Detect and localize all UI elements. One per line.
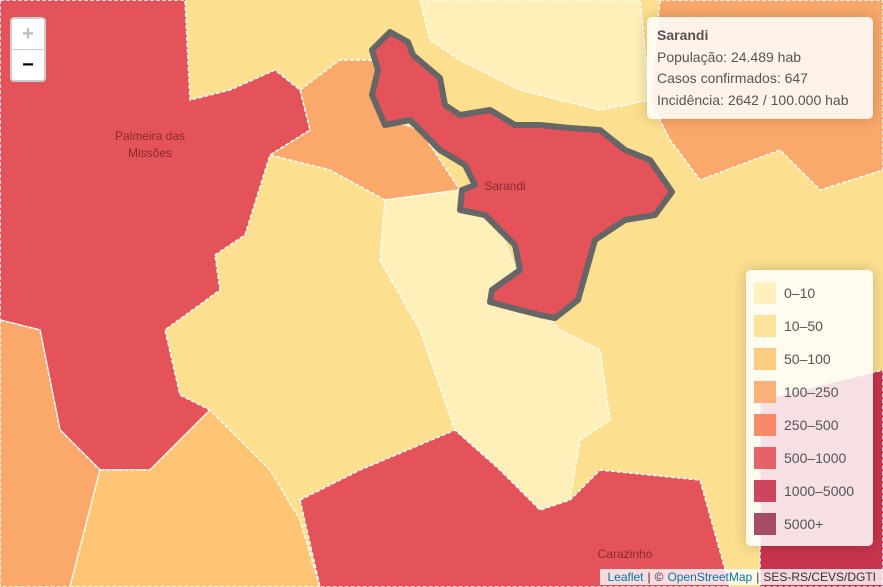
place-label: Palmeira das — [115, 129, 185, 143]
place-label: Missões — [128, 146, 172, 160]
info-title: Sarandi — [657, 27, 709, 43]
legend-label: 100–250 — [784, 383, 839, 400]
place-label: Carazinho — [598, 547, 653, 561]
info-line: Casos confirmados: 647 — [657, 70, 808, 86]
legend-item: 1000–5000 — [754, 474, 865, 507]
region[interactable] — [69, 408, 321, 587]
legend-label: 10–50 — [784, 317, 823, 334]
legend-item: 0–10 — [754, 276, 865, 309]
source: SES-RS/CEVS/DGTI — [763, 570, 876, 584]
place-label: Sarandi — [484, 179, 525, 193]
zoom-control: + − — [10, 17, 46, 82]
link[interactable]: Leaflet — [607, 570, 644, 584]
legend-swatch — [754, 347, 776, 370]
legend-item: 500–1000 — [754, 441, 865, 474]
legend-item: 5000+ — [754, 507, 865, 540]
link[interactable]: OpenStreetMap — [667, 570, 753, 584]
info-box: Sarandi População: 24.489 hab Casos conf… — [647, 17, 873, 119]
legend-label: 500–1000 — [784, 449, 847, 466]
zoom-in[interactable]: + — [12, 19, 44, 50]
legend-label: 1000–5000 — [784, 482, 855, 499]
legend-item: 100–250 — [754, 375, 865, 408]
info-line: Incidência: 2642 / 100.000 hab — [657, 91, 849, 108]
legend-swatch — [754, 314, 776, 337]
region[interactable] — [0, 0, 311, 471]
legend-label: 0–10 — [784, 284, 816, 301]
legend-swatch — [754, 380, 776, 403]
legend-swatch — [754, 512, 776, 535]
copyright: © — [654, 570, 664, 584]
attribution: Leaflet | © OpenStreetMap | SES-RS/CEVS/DGTI — [600, 569, 883, 585]
legend-swatch — [754, 413, 776, 436]
region[interactable] — [419, 0, 651, 111]
legend-item: 50–100 — [754, 342, 865, 375]
zoom-out[interactable]: − — [22, 54, 34, 76]
legend-item: 10–50 — [754, 309, 865, 342]
separator: | — [647, 570, 651, 584]
legend-label: 5000+ — [784, 515, 824, 532]
separator: | — [756, 570, 760, 584]
region[interactable] — [299, 429, 731, 587]
legend-swatch — [754, 479, 776, 502]
legend-item: 250–500 — [754, 408, 865, 441]
legend: 0–10 10–50 50–100 100–250 250–500 500–1000 100… — [746, 270, 873, 546]
legend-label: 250–500 — [784, 416, 839, 433]
legend-swatch — [754, 446, 776, 469]
region[interactable] — [379, 189, 611, 511]
selected-region[interactable] — [369, 29, 675, 321]
legend-label: 50–100 — [784, 350, 831, 367]
legend-swatch — [754, 281, 776, 304]
info-line: População: 24.489 hab — [657, 48, 802, 65]
